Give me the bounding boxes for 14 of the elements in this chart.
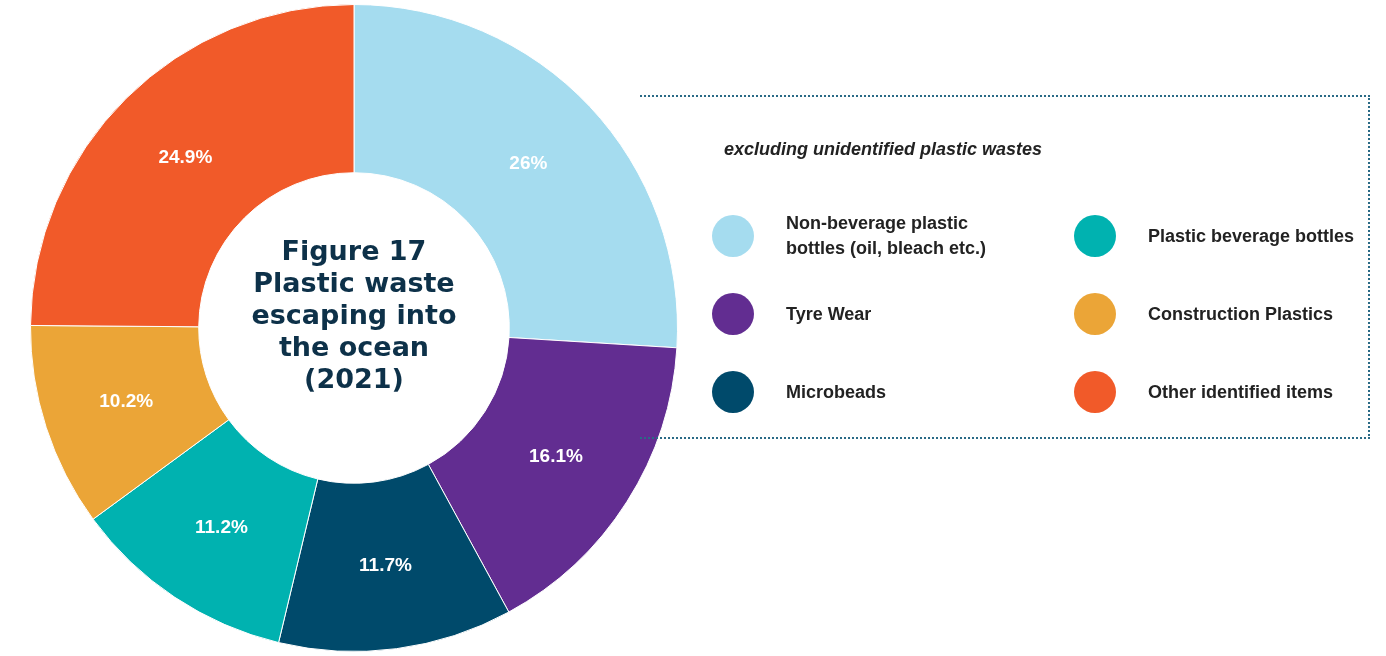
legend-label: Microbeads — [786, 380, 887, 404]
text: Figure 17 Plastic waste escaping into the ocean (2021) — [250, 235, 458, 395]
data-label: 10.2% — [99, 389, 154, 411]
data-label: 16.1% — [529, 444, 584, 466]
legend-label: Non-beverage plastic bottles (oil, bleach etc.) — [786, 212, 988, 260]
text: excluding unidentified plastic wastes — [724, 139, 1043, 160]
data-label: 24.9% — [158, 146, 213, 168]
data-label: 11.2% — [195, 515, 248, 537]
legend-label: Construction Plastics — [1148, 302, 1334, 326]
legend-label: Tyre Wear — [786, 302, 872, 326]
data-label: 26% — [509, 152, 548, 174]
legend-label: Other identified items — [1148, 380, 1334, 404]
legend-label: Plastic beverage bottles — [1148, 224, 1355, 248]
data-label: 11.7% — [359, 553, 412, 575]
